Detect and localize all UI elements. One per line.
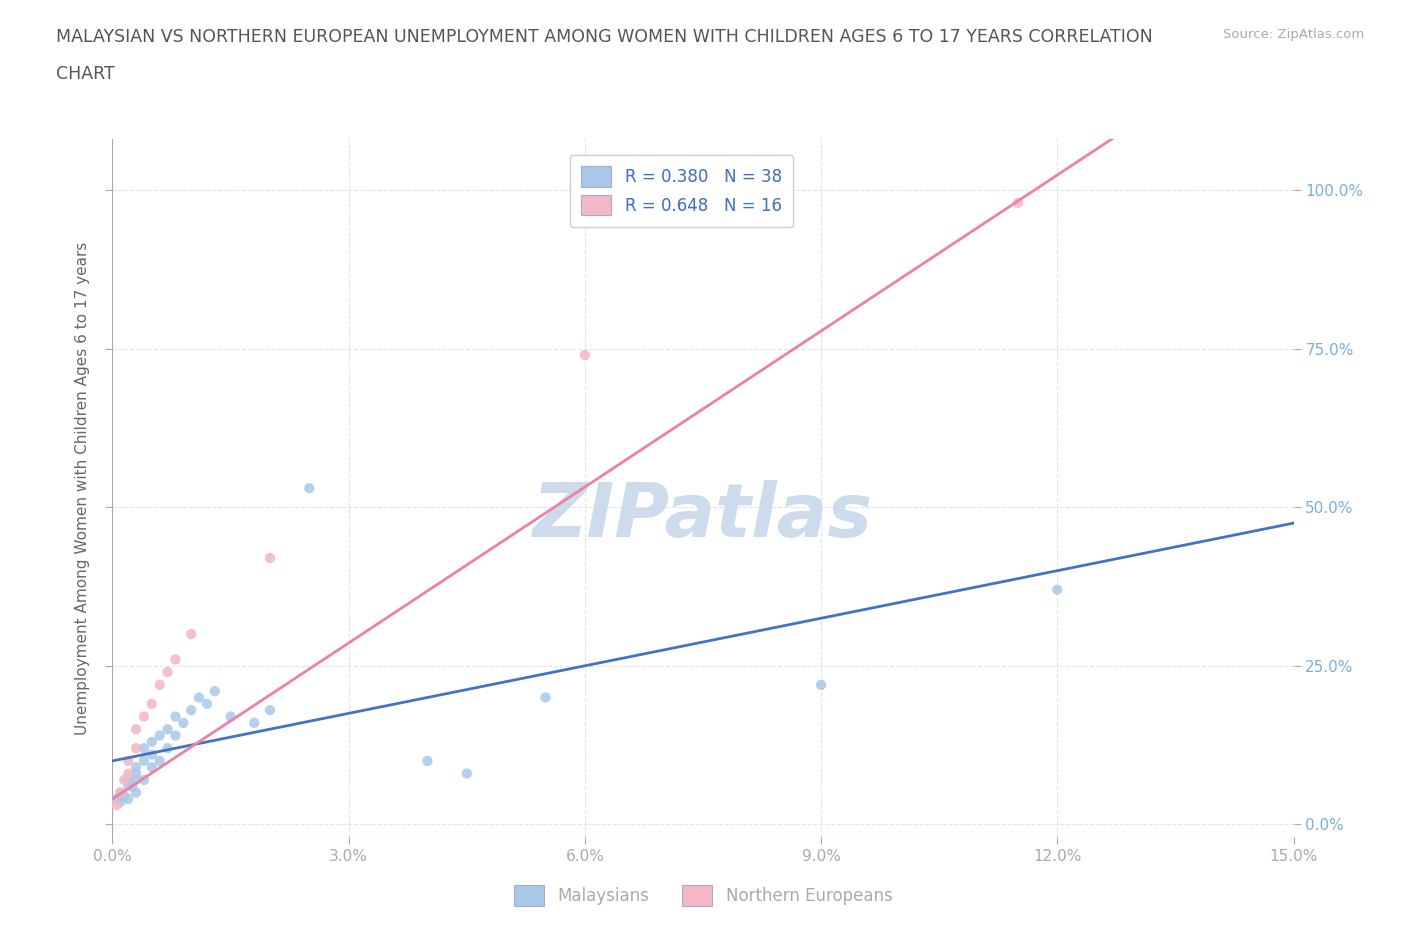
Point [180, 703, 202, 718]
Point [149, 728, 172, 743]
Point [105, 798, 128, 813]
Point [574, 348, 596, 363]
Legend: R = 0.380   N = 38, R = 0.648   N = 16: R = 0.380 N = 38, R = 0.648 N = 16 [569, 154, 793, 227]
Point [165, 728, 187, 743]
Point [298, 481, 321, 496]
Point [534, 690, 557, 705]
Point [110, 785, 132, 800]
Point [105, 791, 128, 806]
Text: MALAYSIAN VS NORTHERN EUROPEAN UNEMPLOYMENT AMONG WOMEN WITH CHILDREN AGES 6 TO : MALAYSIAN VS NORTHERN EUROPEAN UNEMPLOYM… [56, 28, 1153, 46]
Y-axis label: Unemployment Among Women with Children Ages 6 to 17 years: Unemployment Among Women with Children A… [75, 242, 90, 735]
Point [165, 709, 187, 724]
Point [172, 715, 194, 730]
Point [243, 715, 266, 730]
Point [112, 773, 135, 788]
Text: Source: ZipAtlas.com: Source: ZipAtlas.com [1223, 28, 1364, 41]
Point [195, 697, 218, 711]
Point [132, 773, 155, 788]
Point [810, 677, 832, 692]
Point [117, 766, 139, 781]
Point [125, 722, 148, 737]
Point [132, 741, 155, 756]
Point [1007, 195, 1029, 210]
Point [204, 684, 226, 698]
Point [259, 551, 281, 565]
Point [180, 627, 202, 642]
Point [149, 677, 172, 692]
Point [219, 709, 242, 724]
Point [117, 778, 139, 793]
Point [117, 753, 139, 768]
Point [125, 785, 148, 800]
Text: CHART: CHART [56, 65, 115, 83]
Point [132, 709, 155, 724]
Point [132, 753, 155, 768]
Text: ZIPatlas: ZIPatlas [533, 480, 873, 552]
Point [156, 665, 179, 680]
Point [112, 789, 135, 804]
Point [141, 735, 163, 750]
Point [416, 753, 439, 768]
Point [259, 703, 281, 718]
Point [156, 741, 179, 756]
Point [117, 791, 139, 806]
Point [141, 697, 163, 711]
Point [149, 753, 172, 768]
Point [117, 773, 139, 788]
Point [121, 778, 143, 793]
Legend: Malaysians, Northern Europeans: Malaysians, Northern Europeans [508, 879, 898, 912]
Point [110, 794, 132, 809]
Point [110, 785, 132, 800]
Point [1046, 582, 1069, 597]
Point [141, 760, 163, 775]
Point [188, 690, 211, 705]
Point [141, 747, 163, 762]
Point [125, 741, 148, 756]
Point [125, 760, 148, 775]
Point [125, 766, 148, 781]
Point [156, 722, 179, 737]
Point [456, 766, 478, 781]
Point [125, 773, 148, 788]
Point [165, 652, 187, 667]
